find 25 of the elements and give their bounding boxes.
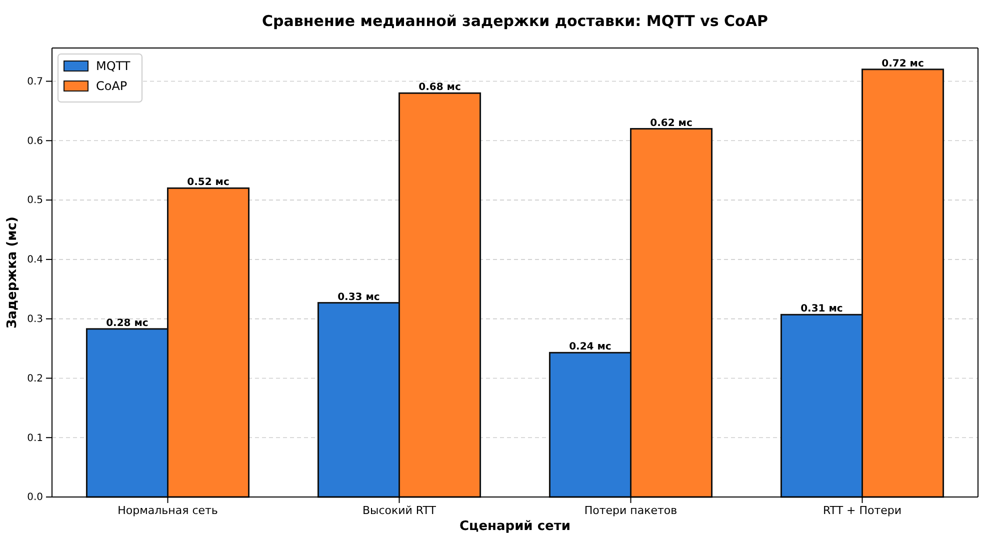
data-label: 0.52 мс: [187, 177, 230, 188]
y-tick-label: 0.1: [27, 432, 43, 444]
legend-label: MQTT: [96, 59, 131, 73]
y-tick-label: 0.2: [27, 373, 43, 384]
data-label: 0.28 мс: [106, 318, 148, 329]
y-tick-label: 0.5: [27, 195, 43, 206]
data-label: 0.72 мс: [882, 58, 924, 70]
x-tick-label: Нормальная сеть: [118, 504, 218, 517]
chart-title: Сравнение медианной задержки доставки: MQTT vs CoAP: [262, 12, 768, 30]
data-label: 0.62 мс: [650, 118, 692, 129]
x-tick-label: Потери пакетов: [584, 504, 678, 517]
data-label: 0.33 мс: [338, 292, 380, 303]
y-tick-label: 0.6: [27, 136, 43, 147]
data-label: 0.31 мс: [800, 304, 843, 315]
x-tick-label: RTT + Потери: [822, 504, 902, 517]
legend-label: CoAP: [96, 79, 128, 93]
x-tick-label: Высокий RTT: [362, 504, 436, 517]
y-tick-label: 0.7: [27, 76, 43, 88]
data-label: 0.24 мс: [569, 342, 612, 353]
x-axis-title: Сценарий сети: [460, 519, 570, 533]
data-label: 0.68 мс: [418, 82, 461, 94]
y-tick-label: 0.4: [27, 254, 43, 266]
y-tick-label: 0.0: [27, 492, 43, 504]
y-tick-label: 0.3: [27, 314, 43, 326]
y-axis-title: Задержка (мс): [5, 216, 20, 328]
